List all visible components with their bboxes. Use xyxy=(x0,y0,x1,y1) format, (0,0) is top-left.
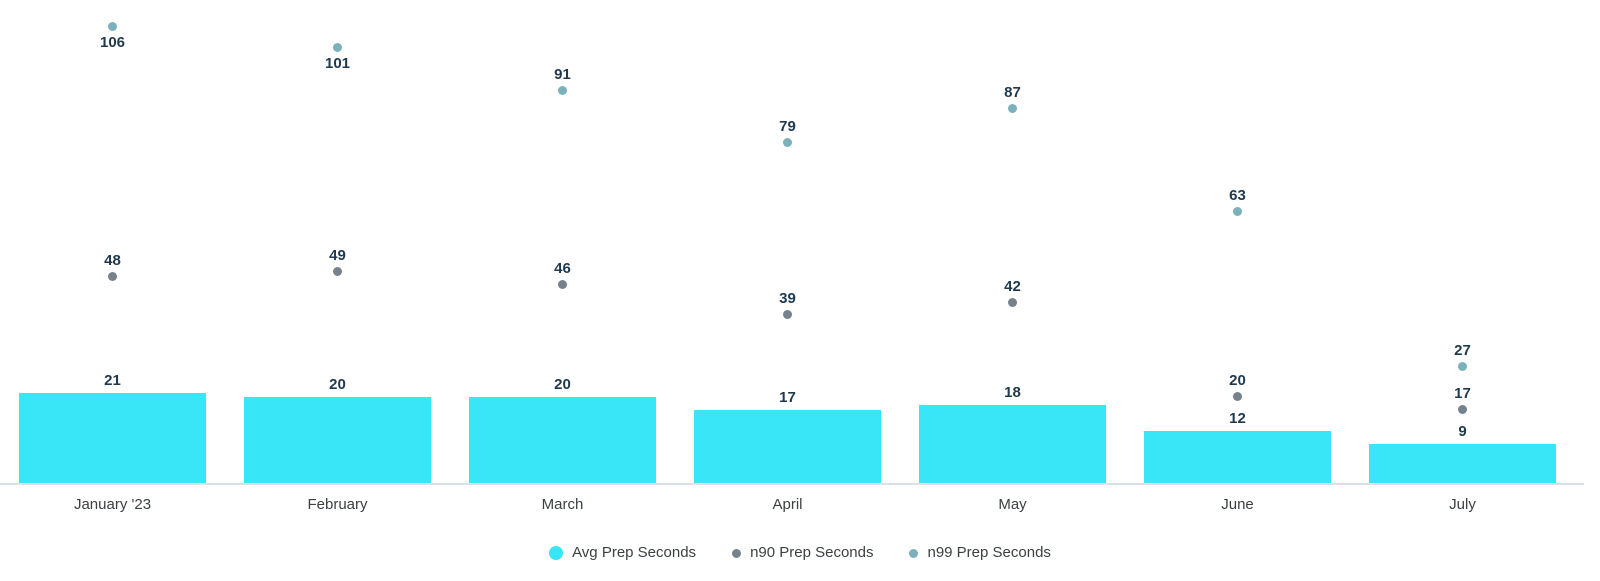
avg-prep-value-label: 9 xyxy=(1458,423,1467,441)
avg-prep-bar[interactable] xyxy=(919,405,1106,483)
n90-value-label: 48 xyxy=(104,251,121,269)
n90-dot[interactable] xyxy=(558,280,567,290)
avg-prep-bar[interactable] xyxy=(469,396,656,483)
legend-item-n99-prep-seconds[interactable]: n99 Prep Seconds xyxy=(909,544,1051,562)
n99-dot[interactable] xyxy=(333,43,342,53)
x-axis-line xyxy=(0,483,1584,485)
n99-dot[interactable] xyxy=(1458,362,1467,372)
legend-avg-label: Avg Prep Seconds xyxy=(572,544,697,561)
n90-dot[interactable] xyxy=(1458,405,1467,415)
n90-dot[interactable] xyxy=(783,310,792,320)
x-axis-category-label: January '23 xyxy=(73,496,152,513)
avg-prep-bar[interactable] xyxy=(244,396,431,483)
avg-prep-value-label: 18 xyxy=(1004,384,1021,402)
chart-plot-area: 21 48 106 20 49 101 20 46 91 17 39 79 18 42 87 12 20 63 9 1… xyxy=(0,0,1584,513)
n99-value-label: 27 xyxy=(1454,342,1471,360)
legend-n99-label: n99 Prep Seconds xyxy=(927,544,1051,561)
n99-value-label: 79 xyxy=(779,118,796,135)
avg-prep-bar[interactable] xyxy=(1369,444,1556,483)
n99-value-label: 63 xyxy=(1229,187,1246,204)
n99-dot[interactable] xyxy=(558,86,567,96)
x-axis-category-label: May xyxy=(998,496,1027,513)
n90-dot[interactable] xyxy=(333,267,342,277)
x-axis-category-label: June xyxy=(1221,496,1254,513)
n90-dot[interactable] xyxy=(1233,392,1242,402)
n90-value-label: 46 xyxy=(554,260,571,278)
legend-n90-marker-icon xyxy=(732,548,742,558)
n90-value-label: 20 xyxy=(1229,372,1246,390)
x-axis-category-label: February xyxy=(307,496,368,513)
legend-item-n90-prep-seconds[interactable]: n90 Prep Seconds xyxy=(732,544,873,562)
avg-prep-bar[interactable] xyxy=(1144,431,1331,483)
n90-dot[interactable] xyxy=(108,271,117,281)
chart-column: 12 20 63 xyxy=(1125,0,1350,483)
n90-value-label: 49 xyxy=(329,247,346,265)
n99-value-label: 91 xyxy=(554,66,571,84)
chart-column: 20 46 91 xyxy=(450,0,675,483)
legend-item-avg-prep-seconds[interactable]: Avg Prep Seconds xyxy=(549,544,696,562)
chart-column: 18 42 87 xyxy=(900,0,1125,483)
chart-column: 17 39 79 xyxy=(675,0,900,483)
n90-dot[interactable] xyxy=(1008,297,1017,307)
n99-value-label: 87 xyxy=(1004,83,1021,101)
avg-prep-value-label: 21 xyxy=(104,371,121,389)
x-axis-category-label: March xyxy=(541,496,584,513)
avg-prep-value-label: 12 xyxy=(1229,410,1246,428)
n99-value-label: 106 xyxy=(99,33,126,51)
legend-n90-label: n90 Prep Seconds xyxy=(750,544,874,561)
x-axis-labels: January '23 February March April May June July xyxy=(0,495,1575,515)
x-axis-category-label: April xyxy=(772,496,803,513)
legend-n99-marker-icon xyxy=(909,548,919,558)
avg-prep-value-label: 17 xyxy=(779,388,796,406)
avg-prep-value-label: 20 xyxy=(329,375,346,393)
avg-prep-bar[interactable] xyxy=(19,392,206,483)
x-axis-category-label: July xyxy=(1449,496,1476,513)
chart-column: 21 48 106 xyxy=(0,0,225,483)
n90-value-label: 42 xyxy=(1004,277,1021,295)
n99-dot[interactable] xyxy=(1008,103,1017,113)
avg-prep-value-label: 20 xyxy=(554,375,571,393)
legend-avg-marker-icon xyxy=(549,546,564,560)
n99-dot[interactable] xyxy=(108,21,117,31)
chart-column: 9 17 27 xyxy=(1350,0,1575,483)
n90-value-label: 39 xyxy=(779,290,796,308)
n90-value-label: 17 xyxy=(1454,385,1471,403)
avg-prep-bar[interactable] xyxy=(694,409,881,483)
n99-value-label: 101 xyxy=(324,55,351,73)
legend: Avg Prep Seconds n90 Prep Seconds n99 Pr… xyxy=(0,543,1600,563)
n99-dot[interactable] xyxy=(783,138,792,147)
n99-dot[interactable] xyxy=(1233,207,1242,216)
chart-column: 20 49 101 xyxy=(225,0,450,483)
